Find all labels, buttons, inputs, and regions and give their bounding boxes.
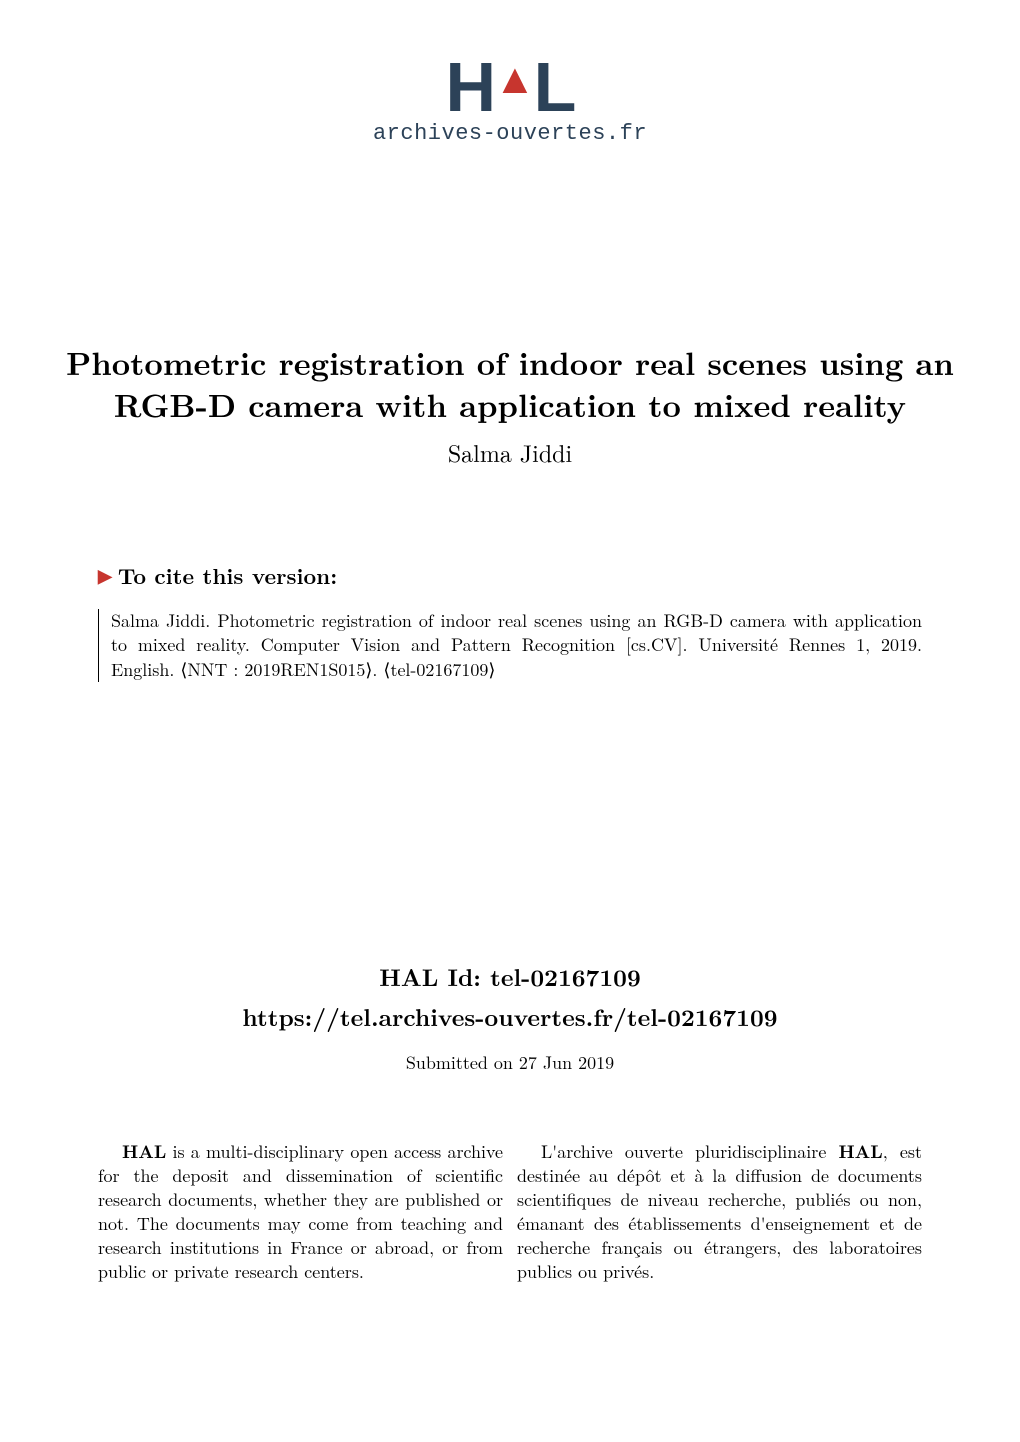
hal-id-label: HAL Id: tel-02167109 [50,960,970,994]
cite-block: ▶ To cite this version: Salma Jiddi. Pho… [98,560,922,682]
hal-id-block: HAL Id: tel-02167109 https://tel.archive… [50,960,970,1075]
submitted-date: Submitted on 27 Jun 2019 [50,1050,970,1075]
description-en-lead: HAL [122,1139,166,1164]
cite-header: ▶ To cite this version: [98,560,922,591]
cite-marker-icon: ▶ [98,563,112,588]
hal-logo-l: L [534,48,575,126]
hal-logo-triangle-icon: ▲ [494,60,534,98]
title-block: Photometric registration of indoor real … [50,342,970,469]
title-line-2: RGB-D camera with application to mixed r… [114,382,906,427]
title-line-1: Photometric registration of indoor real … [66,340,954,385]
description-column-en: HAL is a multi-disciplinary open access … [98,1140,503,1284]
cite-body: Salma Jiddi. Photometric registration of… [98,609,922,682]
hal-logo-subtitle: archives-ouvertes.fr [373,121,647,146]
description-fr-pre: L'archive ouverte pluridisciplinaire [541,1139,838,1164]
paper-author: Salma Jiddi [50,435,970,469]
cite-header-text: To cite this version: [118,560,337,591]
paper-title: Photometric registration of indoor real … [50,342,970,425]
description-column-fr: L'archive ouverte pluridisciplinaire HAL… [517,1140,922,1284]
description-fr-lead: HAL [838,1139,882,1164]
description-columns: HAL is a multi-disciplinary open access … [98,1140,922,1284]
hal-logo-text: H▲L [373,56,647,119]
hal-logo-h: H [446,48,495,126]
hal-logo: H▲L archives-ouvertes.fr [373,56,647,146]
hal-id-url[interactable]: https://tel.archives-ouvertes.fr/tel-021… [50,1000,970,1034]
